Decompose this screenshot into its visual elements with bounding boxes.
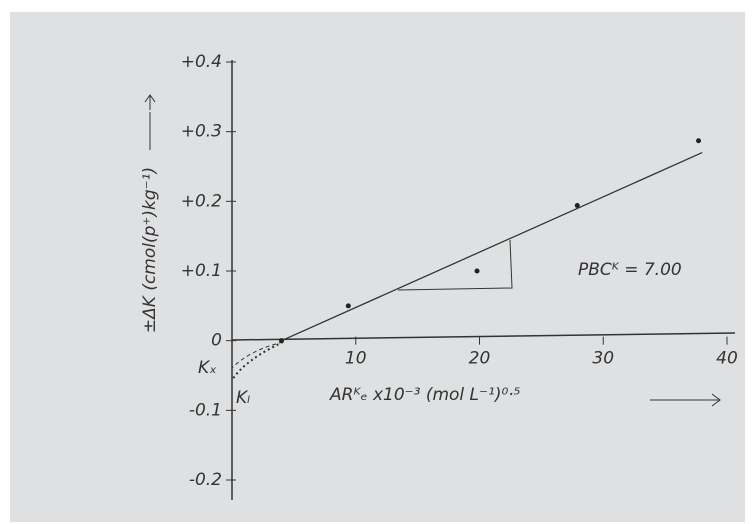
point — [475, 269, 480, 274]
annotation: Kₗ — [236, 388, 250, 408]
x-tick-label: 40 — [716, 349, 738, 369]
y-axis-label: ±ΔK (cmol(p⁺)kg⁻¹) — [140, 167, 160, 333]
y-tick-label: 0 — [211, 331, 222, 351]
y-tick-label: +0.4 — [181, 52, 222, 72]
point — [346, 303, 351, 308]
page: ±ΔK (cmol(p⁺)kg⁻¹) ARᴷₑ x10⁻³ (mol L⁻¹)⁰… — [0, 0, 753, 524]
x-tick-label: 20 — [469, 349, 491, 369]
x-axis-label: ARᴷₑ x10⁻³ (mol L⁻¹)⁰·⁵ — [329, 385, 521, 405]
y-tick-label: +0.2 — [181, 191, 222, 211]
y-tick-label: +0.1 — [181, 261, 222, 281]
point — [279, 338, 284, 343]
x-tick-label: 10 — [345, 349, 367, 369]
annotation: PBCᴷ = 7.00 — [578, 260, 682, 280]
point — [575, 203, 580, 208]
y-tick-label: -0.2 — [189, 470, 222, 490]
chart: ±ΔK (cmol(p⁺)kg⁻¹) ARᴷₑ x10⁻³ (mol L⁻¹)⁰… — [0, 0, 753, 524]
y-tick-label: +0.3 — [181, 122, 222, 142]
annotation: Kₓ — [198, 358, 217, 378]
x-tick-label: 30 — [592, 349, 614, 369]
point — [696, 138, 701, 143]
y-tick-label: -0.1 — [189, 400, 222, 420]
